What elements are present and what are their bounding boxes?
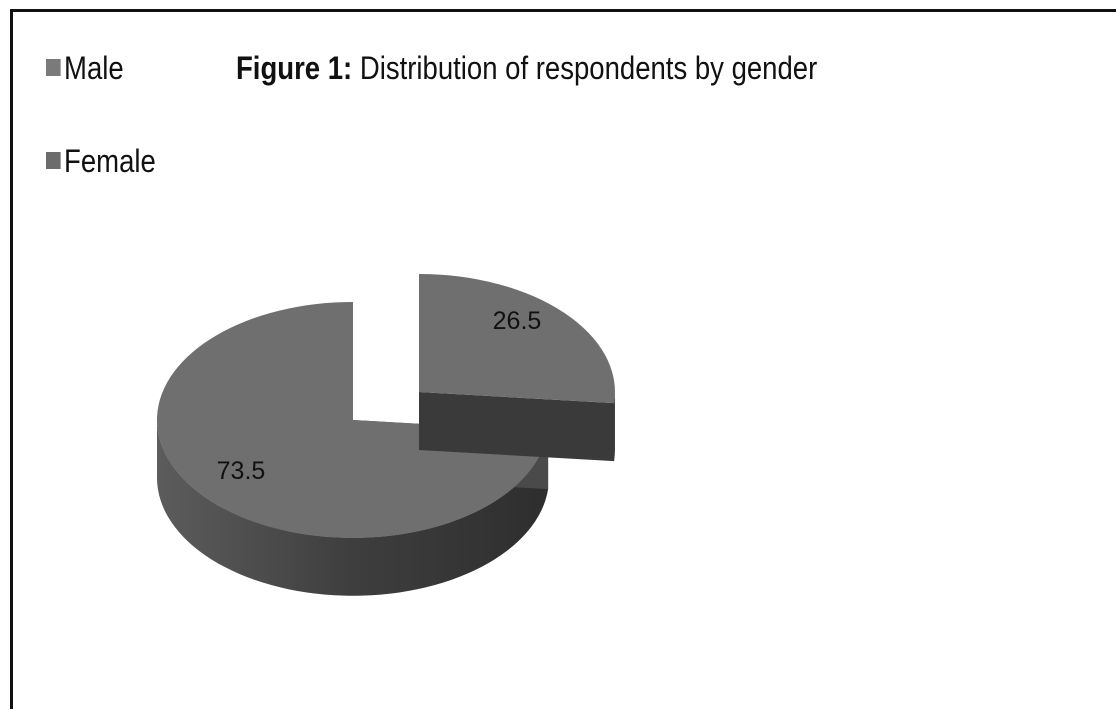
legend-label-male: Male — [64, 50, 124, 86]
legend-swatch-male — [46, 59, 61, 76]
data-label-female: 73.5 — [217, 457, 266, 485]
pie-slice-male — [419, 274, 615, 462]
data-label-male: 26.5 — [493, 307, 542, 335]
pie-slice-female-side — [157, 420, 549, 596]
legend-item-male: Male — [46, 50, 124, 87]
pie-slice-male-side — [614, 392, 615, 462]
legend-label-female: Female — [64, 143, 156, 179]
pie-slice-male-cut-face — [419, 392, 615, 462]
chart-title-prefix: Figure 1: — [236, 50, 353, 86]
chart-title-text: Distribution of respondents by gender — [359, 50, 818, 86]
pie-slice-female-top — [156, 302, 549, 538]
chart-frame — [10, 9, 1116, 709]
legend-swatch-female — [46, 152, 61, 169]
pie-slice-male-top — [419, 274, 615, 404]
legend-item-female: Female — [46, 143, 156, 180]
chart-title: Figure 1: Distribution of respondents by… — [236, 50, 817, 87]
